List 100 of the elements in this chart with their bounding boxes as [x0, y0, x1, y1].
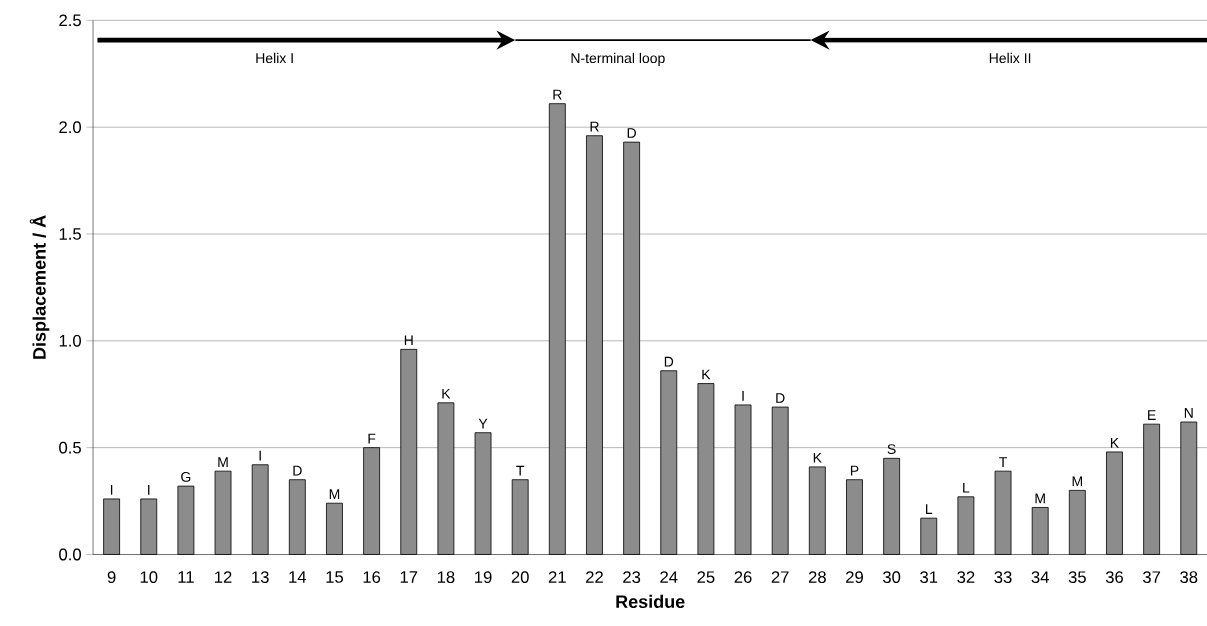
y-tick-label: 1.0: [59, 335, 81, 347]
x-tick-label: 22: [586, 571, 603, 584]
x-tick-label: 17: [400, 571, 418, 583]
x-tick-label: 12: [215, 571, 232, 584]
data-label: I: [742, 391, 744, 401]
data-label: T: [516, 466, 525, 476]
x-tick-label: 32: [957, 571, 975, 584]
x-tick-label: 24: [660, 571, 678, 584]
x-tick-label: 33: [994, 571, 1012, 584]
x-tick-label: 38: [1180, 571, 1198, 584]
x-tick-label: 20: [511, 571, 529, 584]
data-label: L: [926, 504, 933, 515]
x-tick-label: 35: [1068, 571, 1086, 584]
data-label: K: [1110, 438, 1119, 448]
bar: [586, 135, 603, 556]
data-label: K: [702, 369, 711, 380]
bar: [548, 103, 566, 556]
bar: [214, 471, 232, 556]
x-tick-label: 18: [437, 571, 455, 584]
x-tick-label: 13: [252, 571, 269, 584]
bar: [883, 458, 901, 556]
bar: [920, 518, 938, 556]
x-tick-label: 30: [882, 571, 901, 584]
bar: [288, 479, 306, 556]
bar: [326, 503, 343, 556]
bar: [771, 406, 789, 556]
data-label: P: [850, 466, 859, 476]
x-tick-label: 11: [178, 571, 194, 583]
x-tick-label: 10: [140, 571, 158, 584]
x-tick-label: 25: [697, 571, 715, 584]
data-label: F: [368, 434, 376, 444]
data-label: N: [1184, 408, 1193, 418]
data-label: M: [218, 457, 228, 468]
data-label: K: [813, 453, 822, 463]
x-tick-label: 21: [548, 571, 566, 584]
bar: [437, 402, 455, 556]
bar: [1143, 424, 1161, 556]
x-tick-label: 37: [1142, 571, 1161, 584]
data-label: S: [887, 444, 896, 455]
y-tick-label: 1.5: [59, 228, 81, 241]
annotation: Helix I: [256, 53, 293, 64]
x-tick-label: 19: [475, 571, 492, 584]
data-label: I: [259, 451, 261, 461]
y-axis-title: Displacement / Å: [29, 215, 50, 359]
bar: [511, 479, 529, 556]
bar: [697, 383, 715, 556]
x-tick-label: 23: [623, 571, 641, 584]
data-label: K: [442, 389, 451, 399]
x-tick-label: 15: [326, 571, 344, 584]
data-label: Y: [478, 419, 488, 429]
x-tick-label: 9: [107, 571, 116, 584]
y-tick-label: 2.5: [59, 14, 81, 27]
x-tick-label: 27: [771, 571, 789, 584]
x-tick-label: 14: [289, 571, 307, 583]
x-tick-label: 28: [808, 571, 826, 584]
annotation: Helix II: [989, 53, 1031, 64]
data-label: M: [1072, 476, 1082, 487]
x-tick-label: 29: [846, 571, 863, 584]
bar: [140, 498, 158, 556]
bar: [177, 485, 195, 556]
x-tick-label: 31: [920, 571, 938, 584]
bar: [734, 404, 752, 556]
data-label: D: [627, 128, 636, 139]
bar: [1068, 490, 1086, 556]
x-tick-label: 34: [1031, 571, 1049, 584]
data-label: L: [963, 483, 970, 493]
annotation: N-terminal loop: [571, 53, 665, 67]
data-label: M: [329, 489, 340, 500]
data-label: M: [1035, 493, 1045, 504]
bar: [623, 141, 641, 556]
x-tick-label: 36: [1105, 571, 1124, 584]
bar: [957, 496, 975, 556]
bar: [251, 464, 269, 556]
data-label: R: [553, 90, 562, 100]
data-label: I: [148, 485, 150, 495]
data-label: D: [293, 466, 302, 476]
data-label: I: [110, 485, 113, 495]
data-label: D: [776, 393, 785, 404]
x-tick-label: 16: [363, 571, 381, 584]
bar: [1106, 451, 1123, 556]
bar: [103, 498, 121, 556]
y-tick-label: 2.0: [59, 121, 81, 134]
bar: [808, 466, 826, 556]
y-tick-label: 0.5: [59, 442, 81, 454]
x-axis-title: Residue: [616, 595, 685, 609]
data-label: T: [999, 457, 1007, 468]
bar: [1031, 507, 1049, 556]
data-label: R: [590, 122, 599, 132]
bar: [400, 349, 418, 556]
bar: [363, 447, 381, 556]
bar: [846, 479, 863, 556]
bar: [1180, 421, 1198, 556]
y-tick-label: 0.0: [59, 548, 81, 561]
bar: [994, 471, 1012, 556]
bar: [474, 432, 492, 556]
data-label: H: [404, 335, 413, 346]
data-label: D: [664, 357, 674, 367]
bar: [660, 370, 678, 556]
data-label: G: [181, 472, 191, 483]
data-label: E: [1148, 410, 1156, 421]
